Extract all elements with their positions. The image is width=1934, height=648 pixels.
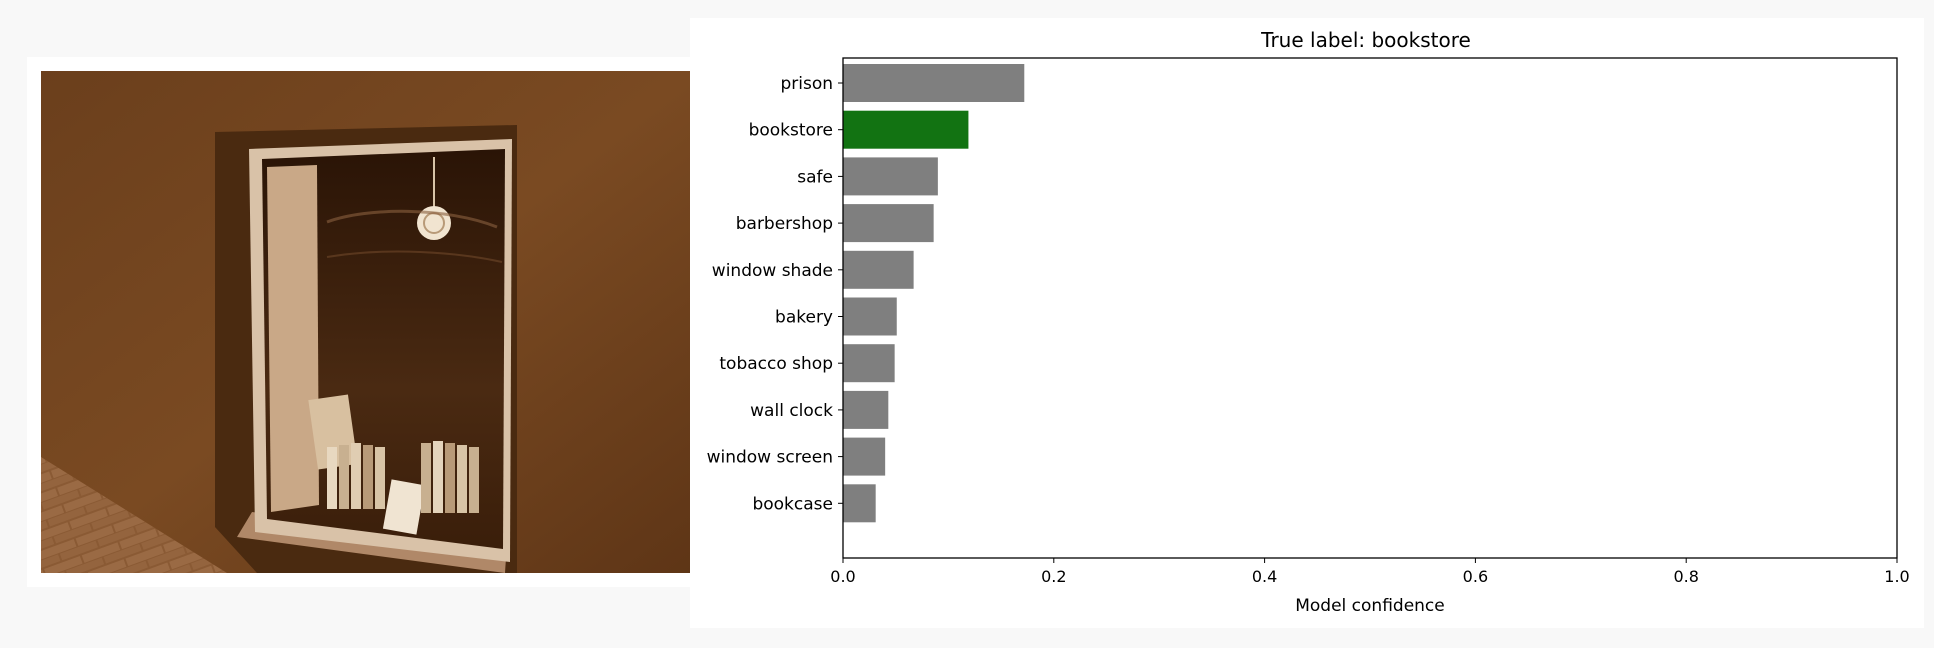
category-labels: prison bookstore safe barbershop window shad… [707,74,843,514]
bar-barbershop [843,204,934,243]
bar-wall-clock [843,390,889,429]
category-label: bookstore [749,121,833,141]
category-label: bakery [775,308,833,328]
bar-tobacco-shop [843,344,895,383]
window-inner-wall [267,165,319,512]
category-label: prison [780,74,833,94]
bar-chart: True label: bookstore prison bookstore saf… [707,28,1910,616]
bar-bakery [843,297,897,336]
bar-bookcase [843,484,876,523]
chart-panel: True label: bookstore prison bookstore saf… [690,18,1924,628]
bars-group [843,64,1025,523]
bookstore-window-photo [41,71,695,573]
bar-prison [843,64,1025,102]
pavement [41,457,227,573]
bar-safe [843,157,938,196]
chart-title: True label: bookstore [1260,28,1471,52]
category-label: window screen [707,448,833,468]
bar-window-screen [843,437,886,476]
photo-panel [27,57,695,587]
x-tick-label: 0.0 [830,567,855,586]
x-axis-label: Model confidence [1295,596,1445,616]
books-display [308,394,479,535]
category-label: safe [797,167,833,187]
x-tick-label: 0.2 [1041,567,1066,586]
category-label: barbershop [736,214,833,234]
category-label: wall clock [750,401,833,421]
x-tick-label: 0.8 [1673,567,1698,586]
x-tick-label: 0.4 [1252,567,1277,586]
bar-window-shade [843,250,914,289]
x-axis-ticks: 0.0 0.2 0.4 0.6 0.8 1.0 [830,558,1910,586]
x-tick-label: 0.6 [1463,567,1488,586]
x-tick-label: 1.0 [1884,567,1909,586]
category-label: tobacco shop [719,354,833,374]
category-label: window shade [712,261,833,281]
bar-bookstore [843,110,969,149]
plot-frame [842,57,1898,559]
category-label: bookcase [752,494,833,514]
